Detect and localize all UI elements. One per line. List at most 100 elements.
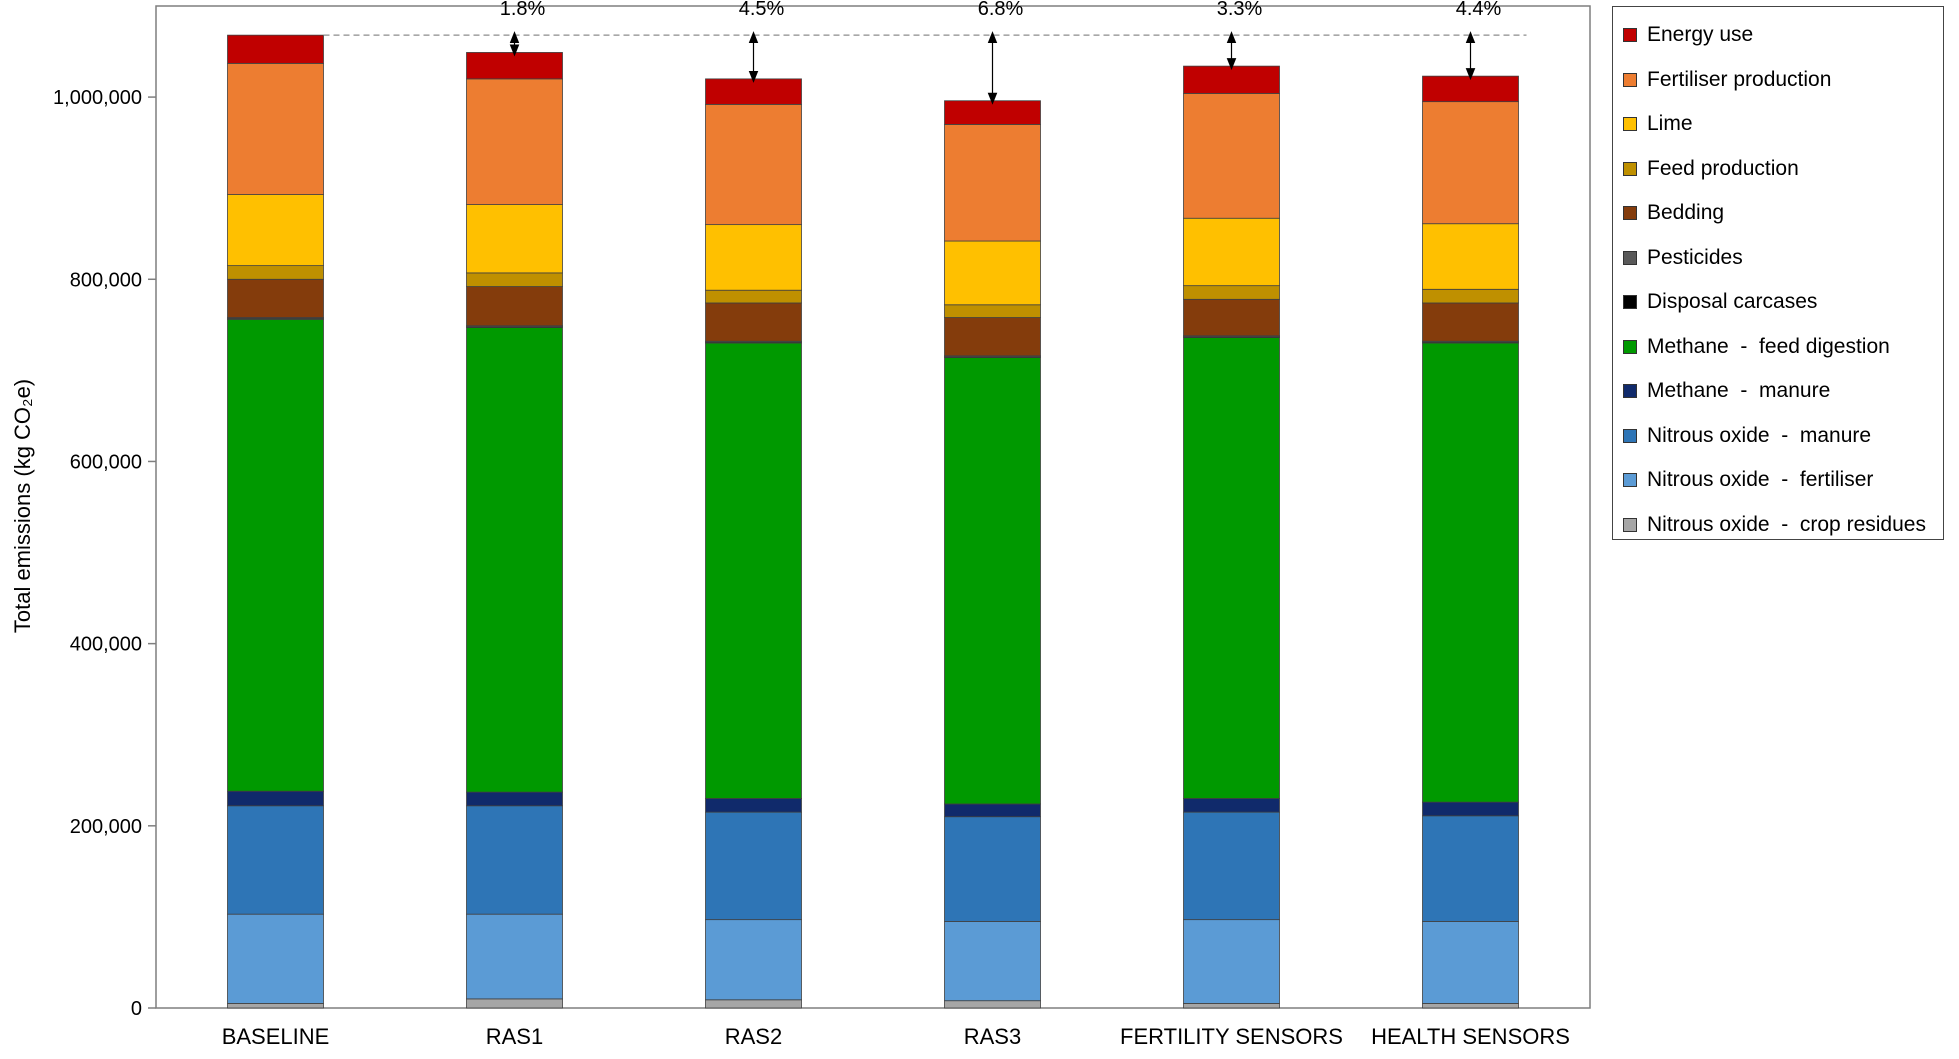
legend-item: Nitrous oxide - crop residues [1623, 512, 1926, 538]
bar-segment [466, 805, 563, 915]
legend-swatch [1623, 161, 1637, 176]
bar-segment [705, 919, 802, 1001]
bar-segment [944, 803, 1041, 818]
bar-segment [1183, 217, 1280, 287]
reduction-percent-label: 6.8% [978, 0, 1024, 20]
bar-segment [1183, 93, 1280, 219]
legend-label: Pesticides [1647, 245, 1743, 269]
legend-swatch [1623, 428, 1637, 443]
bar-segment [705, 302, 802, 342]
legend-swatch [1623, 28, 1637, 42]
bar-segment [466, 272, 563, 287]
legend-item: Pesticides [1623, 245, 1743, 271]
bar-segment [227, 913, 324, 1004]
legend-swatch [1623, 206, 1637, 220]
bar-segment [227, 62, 324, 195]
legend-item: Feed production [1623, 156, 1799, 182]
bar-segment [1183, 337, 1280, 799]
bar-segment [1183, 1003, 1280, 1009]
legend-item: Bedding [1623, 200, 1724, 226]
reduction-percent-label: 4.5% [739, 0, 785, 20]
bar-segment [1422, 302, 1519, 342]
bar-segment [1422, 342, 1519, 803]
legend-item: Lime [1623, 111, 1693, 137]
reduction-percent-label: 1.8% [500, 0, 546, 20]
y-tick-label: 0 [131, 998, 142, 1020]
legend-label: Nitrous oxide - crop residues [1647, 512, 1926, 536]
bar-segment [1422, 288, 1519, 304]
x-category-label: BASELINE [222, 1024, 330, 1049]
plot-frame [155, 5, 1591, 1009]
legend-swatch [1623, 117, 1637, 131]
bar-segment [944, 317, 1041, 357]
legend-swatch [1623, 339, 1637, 354]
bar-segment [227, 790, 324, 807]
bar-segment [227, 278, 324, 318]
bar-segment [944, 921, 1041, 1002]
legend-label: Methane - feed digestion [1647, 334, 1890, 358]
bar-segment [227, 265, 324, 280]
bar-segment [944, 1000, 1041, 1009]
y-tick-label: 800,000 [70, 269, 142, 291]
legend-label: Fertiliser production [1647, 67, 1832, 91]
y-axis-title: Total emissions (kg CO₂e) [10, 379, 35, 633]
legend-label: Nitrous oxide - manure [1647, 423, 1872, 447]
legend-swatch [1623, 517, 1637, 532]
bar-segment [227, 34, 324, 64]
bar-segment [466, 286, 563, 327]
legend-label: Feed production [1647, 156, 1799, 180]
bar-segment [1422, 223, 1519, 290]
bar-segment [705, 811, 802, 921]
reduction-percent-label: 4.4% [1456, 0, 1502, 20]
legend-item: Energy use [1623, 22, 1753, 48]
legend-swatch [1623, 295, 1637, 309]
legend-item: Fertiliser production [1623, 67, 1831, 93]
legend-swatch [1623, 250, 1637, 265]
bar-segment [466, 998, 563, 1009]
bar-segment [466, 327, 563, 793]
bar-segment [1422, 101, 1519, 225]
reduction-percent-label: 3.3% [1217, 0, 1263, 20]
legend-item: Nitrous oxide - fertiliser [1623, 467, 1873, 493]
bar-segment [1183, 811, 1280, 921]
bar-segment [705, 342, 802, 799]
legend-label: Disposal carcases [1647, 290, 1818, 313]
bar-segment [705, 999, 802, 1009]
legend-swatch [1623, 384, 1637, 398]
bar-segment [466, 78, 563, 205]
bar-segment [944, 357, 1041, 805]
x-category-label: RAS2 [725, 1024, 782, 1049]
legend-label: Nitrous oxide - fertiliser [1647, 468, 1874, 491]
x-category-label: RAS1 [486, 1024, 543, 1049]
legend-swatch [1623, 72, 1637, 87]
x-category-label: HEALTH SENSORS [1371, 1024, 1570, 1049]
legend-item: Nitrous oxide - manure [1623, 423, 1871, 449]
x-category-label: FERTILITY SENSORS [1120, 1024, 1343, 1049]
y-tick-label: 600,000 [70, 451, 142, 473]
legend-label: Lime [1647, 112, 1693, 135]
bar-segment [944, 124, 1041, 242]
bar-segment [1422, 801, 1519, 817]
bar-segment [1183, 798, 1280, 813]
bar-segment [705, 289, 802, 304]
bar-segment [466, 791, 563, 807]
bar-segment [1422, 75, 1519, 103]
bar-segment [1183, 919, 1280, 1004]
legend-label: Methane - manure [1647, 379, 1831, 402]
bar-segment [1422, 921, 1519, 1004]
legend-swatch [1623, 473, 1637, 487]
bar-segment [227, 318, 324, 792]
bar-segment [466, 204, 563, 274]
legend-item: Methane - manure [1623, 378, 1830, 404]
bar-segment [1183, 298, 1280, 337]
legend-item: Disposal carcases [1623, 289, 1817, 315]
x-category-label: RAS3 [964, 1024, 1021, 1049]
y-tick-label: 1,000,000 [53, 87, 142, 109]
bar-segment [466, 52, 563, 80]
bar-segment [466, 913, 563, 1000]
bar-segment [705, 798, 802, 813]
bar-segment [227, 805, 324, 915]
bar-segment [227, 194, 324, 267]
